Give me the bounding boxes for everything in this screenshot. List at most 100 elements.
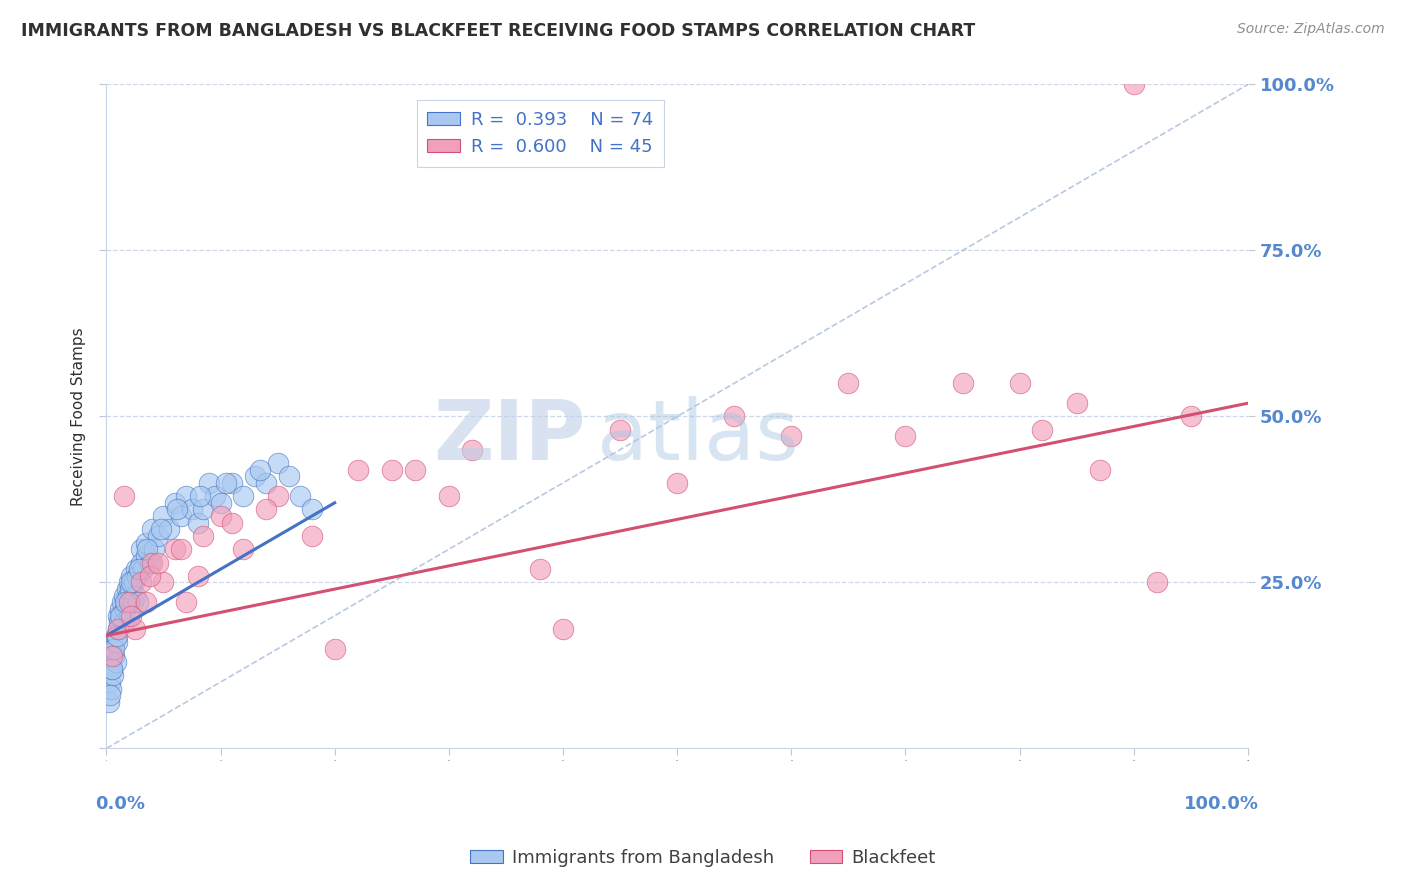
Point bbox=[136, 542, 159, 557]
Point bbox=[150, 522, 173, 536]
Point bbox=[169, 542, 191, 557]
Point bbox=[103, 641, 125, 656]
Text: atlas: atlas bbox=[598, 396, 799, 477]
Point bbox=[98, 689, 121, 703]
Point bbox=[187, 516, 209, 530]
Point bbox=[1146, 575, 1168, 590]
Point bbox=[169, 509, 191, 524]
Point bbox=[107, 622, 129, 636]
Point bbox=[124, 589, 146, 603]
Point bbox=[243, 469, 266, 483]
Point bbox=[108, 608, 131, 623]
Point bbox=[198, 475, 221, 490]
Point bbox=[232, 542, 254, 557]
Point bbox=[254, 502, 277, 516]
Point bbox=[174, 489, 197, 503]
Point bbox=[188, 489, 211, 503]
Point bbox=[101, 662, 124, 676]
Point bbox=[105, 635, 128, 649]
Point bbox=[723, 409, 745, 424]
Point bbox=[121, 569, 143, 583]
Text: Source: ZipAtlas.com: Source: ZipAtlas.com bbox=[1237, 22, 1385, 37]
Point bbox=[249, 462, 271, 476]
Point bbox=[120, 582, 142, 596]
Point bbox=[98, 675, 121, 690]
Point bbox=[143, 542, 166, 557]
Point bbox=[108, 615, 131, 630]
Point bbox=[118, 608, 141, 623]
Point bbox=[135, 549, 157, 563]
Point bbox=[166, 502, 188, 516]
Point bbox=[115, 582, 138, 596]
Point bbox=[129, 556, 152, 570]
Point bbox=[1066, 396, 1088, 410]
Point bbox=[121, 595, 143, 609]
Text: 0.0%: 0.0% bbox=[96, 795, 145, 813]
Point bbox=[139, 569, 162, 583]
Point bbox=[129, 542, 152, 557]
Point bbox=[107, 608, 129, 623]
Point bbox=[141, 556, 163, 570]
Point bbox=[266, 489, 288, 503]
Point bbox=[381, 462, 404, 476]
Point bbox=[129, 575, 152, 590]
Point bbox=[141, 522, 163, 536]
Point bbox=[152, 575, 174, 590]
Point bbox=[1031, 423, 1053, 437]
Point bbox=[135, 535, 157, 549]
Point bbox=[103, 648, 125, 663]
Point bbox=[460, 442, 482, 457]
Point bbox=[112, 589, 135, 603]
Point bbox=[121, 575, 143, 590]
Point bbox=[404, 462, 426, 476]
Point bbox=[163, 496, 186, 510]
Point bbox=[193, 529, 215, 543]
Point bbox=[187, 569, 209, 583]
Point bbox=[323, 641, 346, 656]
Y-axis label: Receiving Food Stamps: Receiving Food Stamps bbox=[72, 327, 86, 506]
Point bbox=[215, 475, 238, 490]
Point bbox=[114, 602, 136, 616]
Point bbox=[209, 509, 232, 524]
Text: IMMIGRANTS FROM BANGLADESH VS BLACKFEET RECEIVING FOOD STAMPS CORRELATION CHART: IMMIGRANTS FROM BANGLADESH VS BLACKFEET … bbox=[21, 22, 976, 40]
Point bbox=[117, 589, 139, 603]
Text: ZIP: ZIP bbox=[433, 396, 586, 477]
Point bbox=[112, 615, 135, 630]
Point bbox=[266, 456, 288, 470]
Point bbox=[193, 502, 215, 516]
Point bbox=[278, 469, 301, 483]
Point bbox=[105, 629, 128, 643]
Point bbox=[209, 496, 232, 510]
Point bbox=[157, 522, 180, 536]
Point bbox=[135, 595, 157, 609]
Point bbox=[114, 595, 136, 609]
Point bbox=[108, 602, 131, 616]
Point bbox=[114, 595, 136, 609]
Point bbox=[101, 662, 124, 676]
Point bbox=[111, 595, 134, 609]
Point bbox=[146, 529, 169, 543]
Point bbox=[103, 668, 125, 682]
Point bbox=[132, 562, 155, 576]
Point bbox=[1122, 78, 1144, 92]
Legend: Immigrants from Bangladesh, Blackfeet: Immigrants from Bangladesh, Blackfeet bbox=[463, 842, 943, 874]
Point bbox=[174, 595, 197, 609]
Point bbox=[254, 475, 277, 490]
Point bbox=[146, 556, 169, 570]
Point bbox=[118, 575, 141, 590]
Point bbox=[107, 622, 129, 636]
Point bbox=[101, 641, 124, 656]
Point bbox=[346, 462, 368, 476]
Point bbox=[128, 562, 150, 576]
Point bbox=[152, 509, 174, 524]
Point bbox=[529, 562, 551, 576]
Point bbox=[112, 489, 135, 503]
Point bbox=[837, 376, 859, 391]
Point bbox=[97, 695, 120, 709]
Point bbox=[1180, 409, 1202, 424]
Point bbox=[122, 575, 145, 590]
Point bbox=[163, 542, 186, 557]
Point bbox=[125, 562, 148, 576]
Point bbox=[110, 608, 132, 623]
Point bbox=[780, 429, 803, 443]
